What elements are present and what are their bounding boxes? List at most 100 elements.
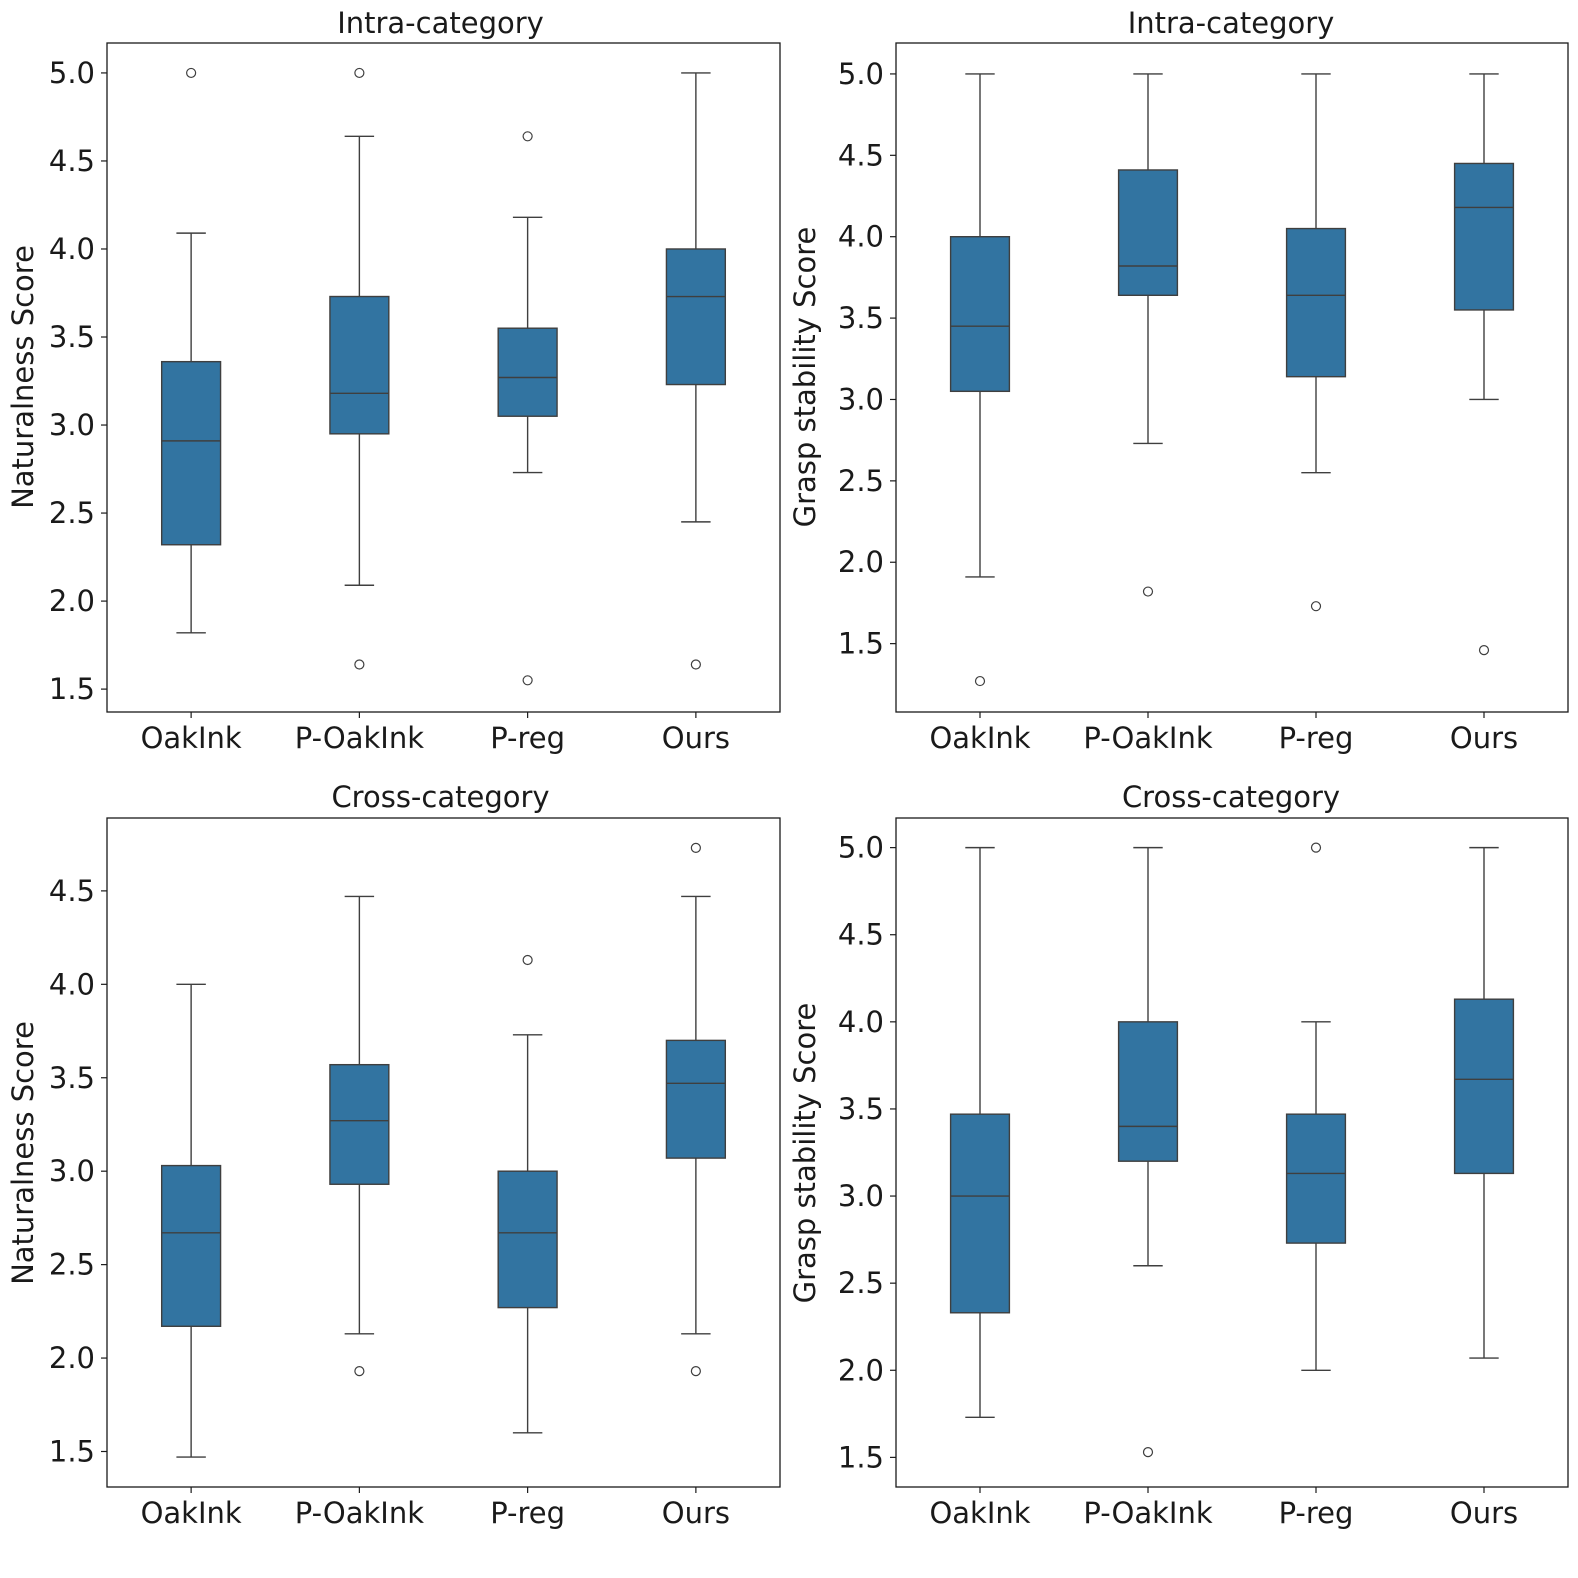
box-iqr [1285,227,1347,378]
y-tick-label: 3.5 [838,301,884,335]
outlier-point [690,659,701,670]
y-tick-label: 2.0 [49,1341,95,1375]
x-tick-label: Ours [662,1496,730,1530]
y-tick-label: 2.5 [838,464,884,498]
y-tick-label: 2.0 [838,545,884,579]
outlier-point [186,67,197,79]
y-tick-label: 4.0 [49,967,95,1001]
panel-intra-grasp-stability: Intra-category Grasp stability Score 1.5… [788,6,1569,755]
box-iqr [1453,998,1515,1175]
y-tick-label: 1.5 [49,672,95,706]
x-tick-label: OakInk [929,721,1030,755]
y-tick-label: 3.0 [49,408,95,442]
y-tick-label: 4.5 [838,918,884,952]
y-tick-label: 5.0 [49,56,95,90]
box-iqr [497,327,558,417]
y-tick-label: 2.0 [49,584,95,618]
x-tick-label: P-reg [490,1496,565,1530]
x-tick-label: Ours [662,721,730,755]
y-tick-label: 3.5 [49,1061,95,1095]
x-tick-label: P-OakInk [1083,721,1212,755]
x-tick-label: P-reg [490,721,565,755]
box-ours [665,72,727,670]
box-iqr [329,295,390,435]
plot-area: 1.5 2.0 2.5 3.0 3.5 4.0 4.5 5.0 OakInk P-OakInk P-… [838,42,1569,755]
box-iqr [1117,169,1179,296]
box-p-oakink [329,67,390,670]
outlier-point [1478,645,1490,656]
box-ours [1453,73,1515,656]
plot-area: 1.5 2.0 2.5 3.0 3.5 4.0 4.5 OakInk P-OakInk P-reg… [49,817,781,1530]
y-axis-label: Grasp stability Score [788,1003,822,1304]
box-p-reg [497,131,558,686]
panel-cross-grasp-stability: Cross-category Grasp stability Score 1.5… [788,780,1569,1530]
panel-title: Intra-category [1128,6,1335,40]
y-tick-label: 5.0 [838,831,884,865]
box-p-reg [1285,842,1347,1371]
x-tick-label: P-OakInk [295,721,424,755]
y-tick-label: 4.5 [49,874,95,908]
y-tick-label: 1.5 [838,627,884,661]
panel-title: Cross-category [331,780,549,814]
panel-title: Intra-category [337,6,544,40]
box-p-oakink [1117,846,1179,1458]
x-tick-label: P-reg [1279,1496,1354,1530]
box-ours [665,842,727,1377]
box-p-oakink [1117,73,1179,597]
box-iqr [1285,1113,1347,1244]
outlier-point [522,675,533,686]
outlier-point [974,675,986,687]
box-iqr [160,1164,222,1327]
y-tick-label: 4.5 [49,144,95,178]
box-p-reg [497,954,558,1434]
outlier-point [690,842,701,853]
box-oakink [160,67,222,634]
axes-frame [106,817,781,1488]
box-iqr [160,360,222,546]
x-tick-label: Ours [1450,1496,1518,1530]
x-tick-label: P-reg [1279,721,1354,755]
outlier-point [354,1366,365,1377]
x-tick-label: OakInk [141,1496,242,1530]
x-tick-label: Ours [1450,721,1518,755]
outlier-point [522,954,533,966]
panel-cross-naturalness: Cross-category Naturalness Score 1.5 2.0 2… [6,780,781,1530]
y-tick-label: 4.0 [49,232,95,266]
panel-intra-naturalness: Intra-category Naturalness Score 1.5 2.0 2… [6,6,781,755]
x-tick-label: P-OakInk [1083,1496,1212,1530]
x-tick-label: OakInk [929,1496,1030,1530]
box-oakink [949,846,1011,1419]
box-p-reg [1285,73,1347,612]
y-tick-label: 3.5 [49,320,95,354]
box-iqr [949,1113,1011,1314]
y-tick-label: 1.5 [49,1434,95,1468]
y-tick-label: 3.5 [838,1092,884,1126]
box-ours [1453,846,1515,1359]
box-iqr [497,1170,558,1309]
box-iqr [665,248,727,386]
y-axis-label: Naturalness Score [6,245,40,509]
outlier-point [1142,586,1154,597]
y-tick-label: 3.0 [49,1154,95,1188]
y-axis-label: Grasp stability Score [788,227,822,528]
y-tick-label: 3.0 [838,382,884,416]
plot-area: 1.5 2.0 2.5 3.0 3.5 4.0 4.5 5.0 OakInk P-OakInk P-… [49,42,781,755]
outlier-point [522,131,533,142]
box-iqr [949,236,1011,393]
y-tick-label: 5.0 [838,57,884,91]
box-iqr [1117,1021,1179,1162]
box-p-oakink [329,895,390,1377]
outlier-point [1310,842,1322,853]
box-iqr [329,1063,390,1185]
y-tick-label: 4.0 [838,220,884,254]
outlier-point [354,67,365,79]
box-iqr [1453,162,1515,311]
y-tick-label: 4.5 [838,138,884,172]
x-tick-label: OakInk [141,721,242,755]
plot-area: 1.5 2.0 2.5 3.0 3.5 4.0 4.5 5.0 OakInk P-OakInk P-… [838,817,1569,1530]
axes-frame [106,42,781,713]
outlier-point [354,659,365,670]
y-tick-label: 4.0 [838,1005,884,1039]
outlier-point [1142,1447,1154,1458]
